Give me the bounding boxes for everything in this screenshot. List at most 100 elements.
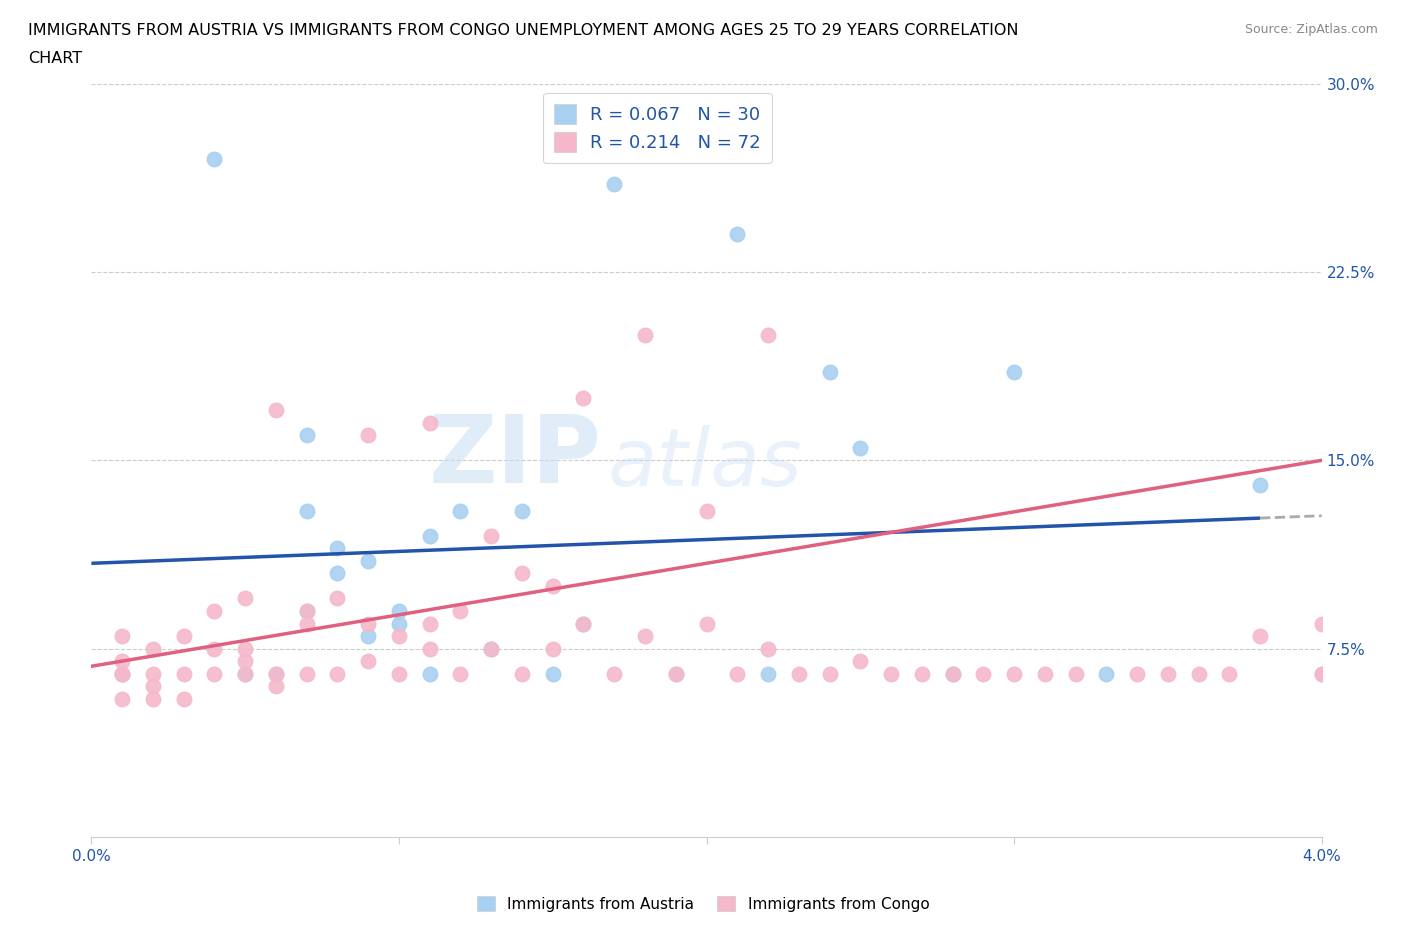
- Point: [419, 642, 441, 657]
- Point: [1095, 666, 1118, 681]
- Point: [295, 604, 318, 618]
- Point: [449, 503, 471, 518]
- Point: [419, 528, 441, 543]
- Point: [326, 666, 349, 681]
- Point: [173, 692, 195, 707]
- Point: [756, 327, 779, 342]
- Point: [388, 666, 411, 681]
- Point: [1187, 666, 1209, 681]
- Point: [1033, 666, 1056, 681]
- Point: [695, 616, 717, 631]
- Legend: Immigrants from Austria, Immigrants from Congo: Immigrants from Austria, Immigrants from…: [471, 889, 935, 918]
- Point: [941, 666, 963, 681]
- Point: [388, 616, 411, 631]
- Point: [1249, 629, 1271, 644]
- Point: [510, 666, 533, 681]
- Point: [295, 503, 318, 518]
- Point: [326, 540, 349, 555]
- Point: [264, 666, 287, 681]
- Point: [111, 666, 134, 681]
- Point: [142, 692, 165, 707]
- Point: [880, 666, 903, 681]
- Point: [1249, 478, 1271, 493]
- Point: [541, 666, 564, 681]
- Point: [972, 666, 994, 681]
- Point: [111, 666, 134, 681]
- Point: [111, 692, 134, 707]
- Point: [818, 666, 841, 681]
- Point: [111, 654, 134, 669]
- Point: [326, 591, 349, 606]
- Point: [1126, 666, 1149, 681]
- Point: [1310, 616, 1333, 631]
- Point: [911, 666, 934, 681]
- Point: [941, 666, 963, 681]
- Point: [295, 604, 318, 618]
- Point: [665, 666, 688, 681]
- Point: [142, 679, 165, 694]
- Point: [725, 227, 748, 242]
- Point: [233, 591, 256, 606]
- Text: IMMIGRANTS FROM AUSTRIA VS IMMIGRANTS FROM CONGO UNEMPLOYMENT AMONG AGES 25 TO 2: IMMIGRANTS FROM AUSTRIA VS IMMIGRANTS FR…: [28, 23, 1018, 38]
- Point: [1002, 666, 1025, 681]
- Point: [233, 642, 256, 657]
- Point: [756, 666, 779, 681]
- Point: [173, 666, 195, 681]
- Legend: R = 0.067   N = 30, R = 0.214   N = 72: R = 0.067 N = 30, R = 0.214 N = 72: [543, 93, 772, 164]
- Point: [725, 666, 748, 681]
- Point: [818, 365, 841, 380]
- Point: [202, 604, 225, 618]
- Point: [479, 642, 502, 657]
- Point: [756, 642, 779, 657]
- Point: [479, 528, 502, 543]
- Point: [603, 666, 626, 681]
- Point: [295, 666, 318, 681]
- Point: [233, 666, 256, 681]
- Point: [388, 629, 411, 644]
- Point: [572, 616, 595, 631]
- Point: [695, 503, 717, 518]
- Point: [142, 642, 165, 657]
- Point: [634, 629, 657, 644]
- Point: [326, 565, 349, 580]
- Point: [603, 177, 626, 192]
- Point: [357, 654, 380, 669]
- Text: CHART: CHART: [28, 51, 82, 66]
- Point: [233, 666, 256, 681]
- Point: [449, 666, 471, 681]
- Text: Source: ZipAtlas.com: Source: ZipAtlas.com: [1244, 23, 1378, 36]
- Point: [479, 642, 502, 657]
- Point: [787, 666, 810, 681]
- Point: [264, 666, 287, 681]
- Point: [541, 642, 564, 657]
- Point: [173, 629, 195, 644]
- Point: [572, 616, 595, 631]
- Point: [264, 679, 287, 694]
- Point: [295, 428, 318, 443]
- Point: [357, 616, 380, 631]
- Text: atlas: atlas: [607, 425, 803, 503]
- Point: [419, 616, 441, 631]
- Point: [111, 666, 134, 681]
- Point: [1064, 666, 1087, 681]
- Point: [111, 629, 134, 644]
- Point: [233, 654, 256, 669]
- Point: [357, 428, 380, 443]
- Point: [357, 629, 380, 644]
- Point: [510, 565, 533, 580]
- Point: [665, 666, 688, 681]
- Point: [849, 654, 872, 669]
- Point: [541, 578, 564, 593]
- Point: [357, 553, 380, 568]
- Point: [202, 666, 225, 681]
- Point: [388, 604, 411, 618]
- Point: [1002, 365, 1025, 380]
- Point: [202, 152, 225, 166]
- Point: [295, 616, 318, 631]
- Point: [572, 390, 595, 405]
- Point: [142, 666, 165, 681]
- Point: [1218, 666, 1240, 681]
- Point: [1310, 666, 1333, 681]
- Point: [264, 403, 287, 418]
- Point: [634, 327, 657, 342]
